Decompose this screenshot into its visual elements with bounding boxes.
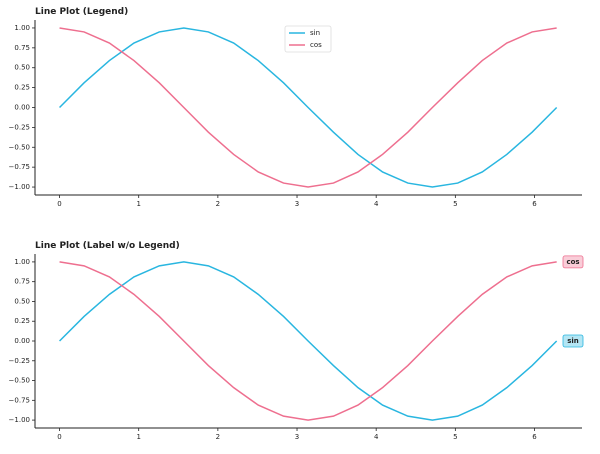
line-label: cos: [566, 258, 579, 266]
x-tick-label: 6: [532, 200, 537, 208]
chart-title: Line Plot (Legend): [35, 7, 128, 17]
y-tick-label: 0.25: [14, 84, 30, 92]
line-label-box: [562, 255, 584, 269]
y-tick-label: 0.50: [14, 297, 30, 305]
y-tick-label: −0.50: [9, 377, 30, 385]
line: [59, 261, 558, 421]
y-tick-label: −0.50: [9, 143, 30, 151]
y-tick-label: 0.25: [14, 317, 30, 325]
y-tick-label: 0.75: [14, 278, 30, 286]
x-tick-label: 0: [57, 200, 61, 208]
x-tick-label: 4: [374, 433, 379, 441]
y-tick-label: −0.75: [9, 163, 30, 171]
x-tick-label: 1: [136, 200, 140, 208]
x-tick-label: 3: [295, 433, 299, 441]
x-tick-label: 5: [453, 200, 457, 208]
x-tick-label: 2: [216, 200, 220, 208]
y-tick-label: 0.00: [14, 337, 30, 345]
y-tick-label: −0.75: [9, 396, 30, 404]
x-tick-label: 4: [374, 200, 379, 208]
y-tick-label: 0.00: [14, 104, 30, 112]
x-tick-label: 0: [57, 433, 61, 441]
y-tick-label: 0.75: [14, 44, 30, 52]
y-tick-label: −1.00: [9, 416, 30, 424]
x-tick-label: 3: [295, 200, 299, 208]
x-tick-label: 2: [216, 433, 220, 441]
y-tick-label: 1.00: [14, 258, 30, 266]
legend-box: [284, 25, 332, 53]
y-tick-label: −0.25: [9, 357, 30, 365]
x-tick-label: 6: [532, 433, 537, 441]
line: [59, 27, 558, 188]
x-tick-label: 1: [136, 433, 140, 441]
y-tick-label: 1.00: [14, 24, 30, 32]
y-tick-label: 0.50: [14, 64, 30, 72]
line-label: sin: [567, 337, 579, 345]
line: [59, 27, 557, 188]
line-label-box: [562, 334, 584, 348]
y-tick-label: −1.00: [9, 183, 30, 191]
legend-label: cos: [310, 41, 322, 49]
chart-title: Line Plot (Label w/o Legend): [35, 241, 180, 251]
legend-label: sin: [310, 29, 320, 37]
x-tick-label: 5: [453, 433, 457, 441]
y-tick-label: −0.25: [9, 123, 30, 131]
line: [59, 261, 557, 421]
